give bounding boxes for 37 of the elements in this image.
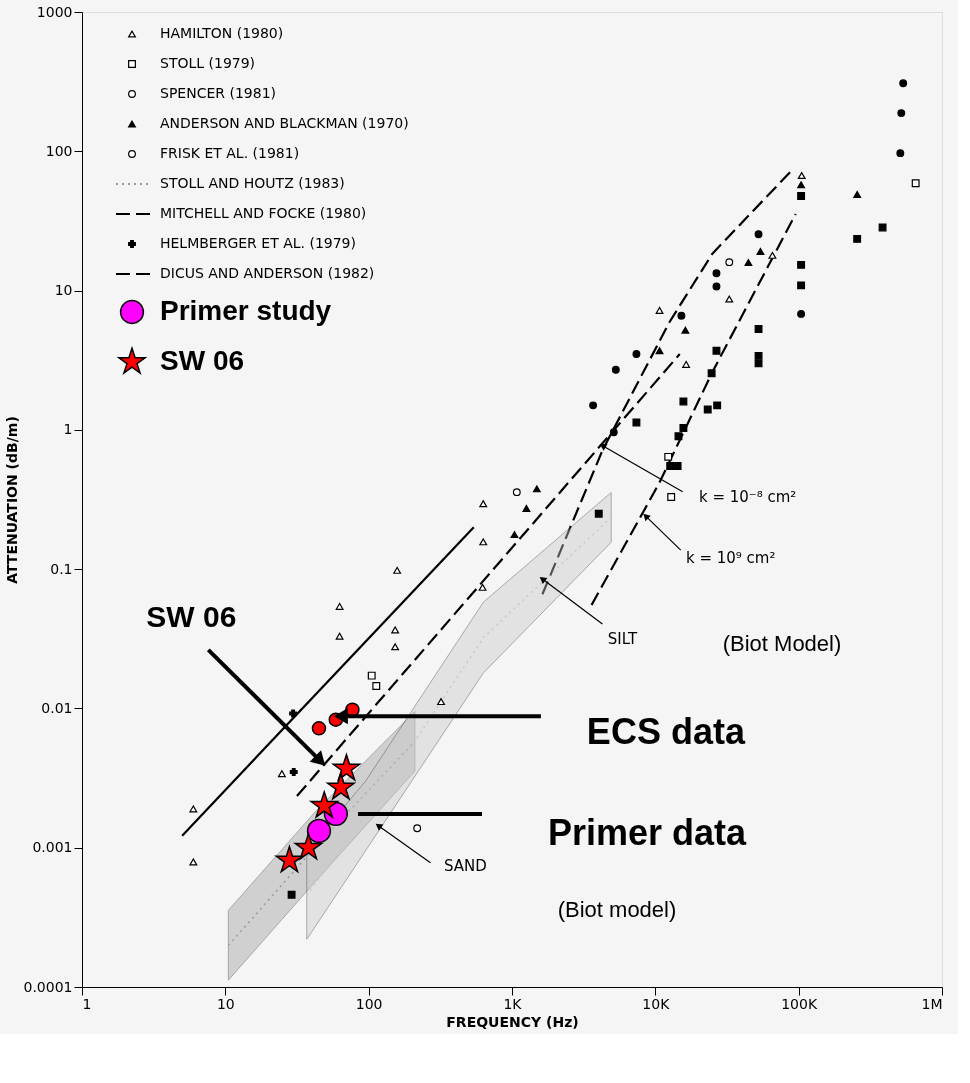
legend-label: ANDERSON AND BLACKMAN (1970)	[160, 115, 409, 131]
y-tick-label: 0.001	[32, 839, 73, 856]
x-tick-label: 10	[216, 995, 235, 1012]
legend-label: SW 06	[160, 345, 245, 376]
annotation: k = 10⁻⁸ cm²	[698, 487, 797, 506]
annotation: k = 10⁹ cm²	[685, 549, 776, 568]
annotation: (Biot model)	[557, 897, 677, 922]
x-tick-label: 100K	[781, 995, 818, 1012]
y-tick-label: 1	[63, 421, 73, 438]
annotation: ECS data	[586, 711, 746, 753]
legend-label: STOLL (1979)	[160, 55, 256, 71]
legend-label: HELMBERGER ET AL. (1979)	[160, 235, 356, 251]
annotation: SW 06	[146, 599, 237, 633]
y-tick-label: 100	[45, 142, 73, 159]
y-axis-title: ATTENUATION (dB/m)	[3, 416, 20, 584]
x-tick-label: 100	[355, 995, 383, 1012]
annotation: SAND	[444, 856, 487, 875]
legend-label: STOLL AND HOUTZ (1983)	[160, 175, 345, 191]
x-tick-label: 1K	[503, 995, 523, 1012]
legend-label: HAMILTON (1980)	[160, 25, 284, 41]
legend-label: DICUS AND ANDERSON (1982)	[160, 265, 375, 281]
annotation: Primer data	[547, 812, 748, 853]
annotation: (Biot Model)	[722, 631, 842, 656]
y-tick-label: 0.01	[41, 699, 73, 716]
y-tick-label: 0.0001	[23, 978, 73, 995]
legend-label: Primer study	[160, 295, 332, 326]
x-tick-label: 1	[82, 995, 92, 1012]
x-tick-label: 10K	[642, 995, 671, 1012]
legend-label: SPENCER (1981)	[160, 85, 276, 101]
x-tick-label: 1M	[921, 995, 943, 1012]
y-tick-label: 1000	[36, 3, 73, 20]
y-tick-label: 10	[54, 282, 73, 299]
x-axis-title: FREQUENCY (Hz)	[446, 1013, 579, 1030]
annotation: SILT	[607, 629, 638, 648]
legend-label: FRISK ET AL. (1981)	[160, 145, 300, 161]
legend-label: MITCHELL AND FOCKE (1980)	[160, 205, 367, 221]
y-tick-label: 0.1	[50, 560, 73, 577]
